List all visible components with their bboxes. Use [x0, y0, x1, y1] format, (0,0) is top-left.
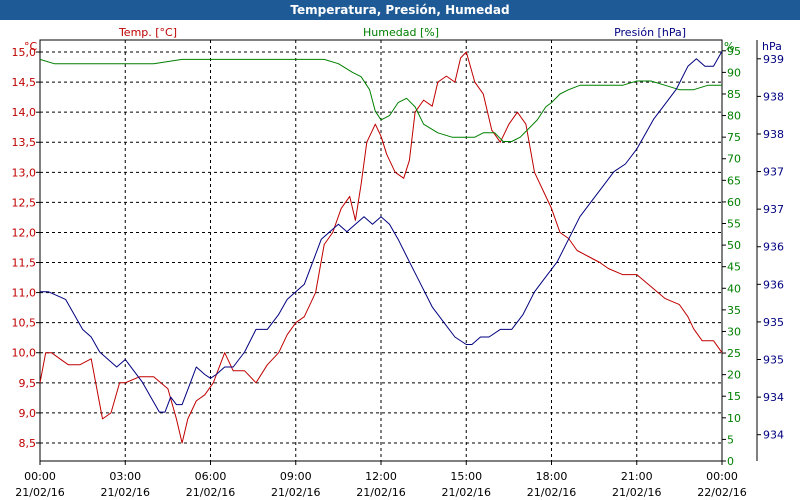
hum-tick-label: 95 [727, 45, 741, 58]
pres-tick-label: 938 [763, 128, 784, 141]
pres-unit-label: hPa [762, 40, 782, 53]
hum-series-label: Humedad [%] [363, 26, 439, 39]
x-tick-time: 15:00 [450, 470, 482, 483]
hum-unit-label: % [724, 40, 734, 53]
hum-tick-label: 30 [727, 325, 741, 338]
x-tick-time: 18:00 [536, 470, 568, 483]
pres-tick-label: 935 [763, 316, 784, 329]
pres-series-label: Presión [hPa] [614, 26, 686, 39]
hum-tick-label: 80 [727, 110, 741, 123]
series-line-pres [40, 51, 723, 413]
x-tick-date: 21/02/16 [15, 486, 64, 499]
hum-tick-label: 55 [727, 218, 741, 231]
hum-tick-label: 25 [727, 347, 741, 360]
temp-unit-label: °C [24, 40, 38, 53]
temp-tick-label: 12,5 [12, 196, 37, 209]
pres-tick-label: 934 [763, 391, 784, 404]
hum-tick-label: 40 [727, 282, 741, 295]
temp-tick-label: 15,0 [12, 46, 37, 59]
hum-tick-label: 5 [727, 433, 734, 446]
x-tick-date: 21/02/16 [186, 486, 235, 499]
pres-tick-label: 937 [763, 166, 784, 179]
temp-tick-label: 13,0 [12, 166, 37, 179]
hum-tick-label: 90 [727, 66, 741, 79]
pres-tick-label: 939 [763, 53, 784, 66]
hum-tick-label: 70 [727, 153, 741, 166]
hum-tick-label: 15 [727, 390, 741, 403]
hum-tick-label: 45 [727, 261, 741, 274]
hum-tick-label: 20 [727, 369, 741, 382]
hum-tick-label: 65 [727, 174, 741, 187]
hum-tick-label: 60 [727, 196, 741, 209]
pres-tick-label: 938 [763, 90, 784, 103]
pres-tick-label: 937 [763, 203, 784, 216]
temp-tick-label: 13,5 [12, 136, 37, 149]
temp-tick-label: 9,0 [19, 407, 37, 420]
x-tick-time: 09:00 [280, 470, 312, 483]
x-tick-date: 21/02/16 [101, 486, 150, 499]
pres-tick-label: 934 [763, 429, 784, 442]
x-tick-time: 03:00 [109, 470, 141, 483]
x-tick-time: 00:00 [24, 470, 56, 483]
x-tick-time: 00:00 [706, 470, 738, 483]
temp-tick-label: 9,5 [19, 377, 37, 390]
x-tick-time: 06:00 [195, 470, 227, 483]
hum-tick-label: 0 [727, 455, 734, 468]
x-tick-date: 21/02/16 [271, 486, 320, 499]
chart-canvas: 00:00 21/02/16 03:00 21/02/16 06:00 21/02/16 0… [12, 26, 785, 499]
pres-tick-label: 936 [763, 278, 784, 291]
hum-tick-label: 10 [727, 412, 741, 425]
hum-tick-label: 50 [727, 239, 741, 252]
hum-tick-label: 85 [727, 88, 741, 101]
x-tick-date: 22/02/16 [697, 486, 746, 499]
temp-tick-label: 11,0 [12, 287, 37, 300]
temp-tick-label: 11,5 [12, 257, 37, 270]
pres-tick-label: 936 [763, 241, 784, 254]
hum-tick-label: 75 [727, 131, 741, 144]
x-tick-date: 21/02/16 [356, 486, 405, 499]
chart-title: Temperatura, Presión, Humedad [0, 0, 800, 20]
pres-tick-label: 935 [763, 354, 784, 367]
temp-tick-label: 10,5 [12, 317, 37, 330]
temp-tick-label: 14,0 [12, 106, 37, 119]
hum-tick-label: 35 [727, 304, 741, 317]
x-tick-time: 21:00 [621, 470, 653, 483]
x-tick-date: 21/02/16 [442, 486, 491, 499]
series-line-hum [39, 58, 722, 142]
temp-tick-label: 10,0 [12, 347, 37, 360]
x-tick-date: 21/02/16 [612, 486, 661, 499]
series-line-temp [39, 51, 723, 444]
temp-series-label: Temp. [°C] [118, 26, 177, 39]
temp-tick-label: 14,5 [12, 76, 37, 89]
x-tick-time: 12:00 [365, 470, 397, 483]
temp-tick-label: 8,5 [19, 437, 37, 450]
x-tick-date: 21/02/16 [527, 486, 576, 499]
temp-tick-label: 12,0 [12, 226, 37, 239]
